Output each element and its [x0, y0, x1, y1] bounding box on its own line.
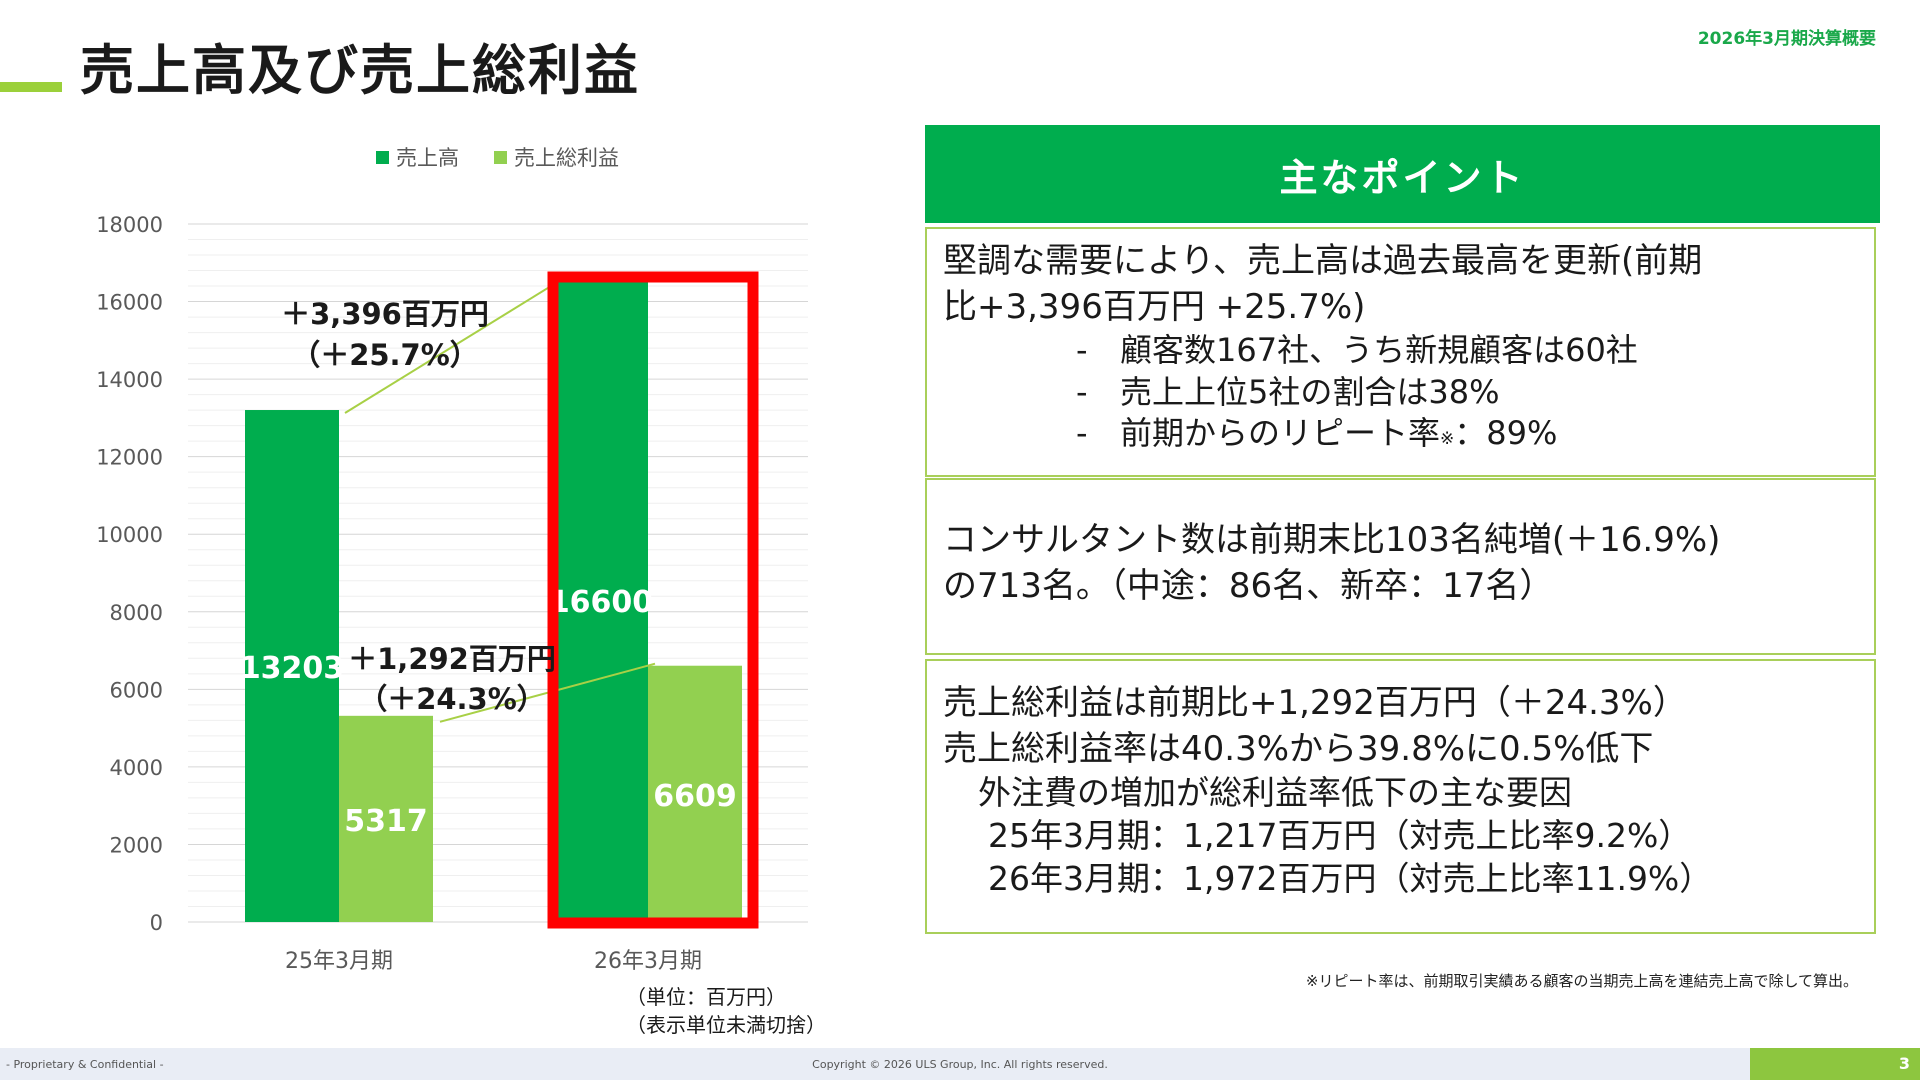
point-text: 売上総利益は前期比+1,292百万円（＋24.3%） [943, 683, 1687, 723]
data-label: 6609 [653, 779, 737, 814]
growth-annotation: （＋24.3%） [358, 682, 546, 716]
y-tick-label: 6000 [110, 678, 163, 702]
bullet-dash: - [1076, 414, 1088, 453]
title-accent-bar [0, 82, 62, 92]
bar-sales [245, 410, 339, 922]
point-subtext: 外注費の増加が総利益率低下の主な要因 [978, 773, 1572, 813]
document-label: 2026年3月期決算概要 [1697, 29, 1876, 49]
x-tick-label: 26年3月期 [594, 949, 702, 974]
note-mark: ※ [1440, 429, 1455, 450]
point-text: の713名。（中途：86名、新卒：17名） [943, 565, 1554, 606]
points-header: 主なポイント [925, 125, 1880, 223]
bullet-text-suffix: ：89% [1454, 414, 1558, 453]
unit-note: （表示単位未満切捨） [626, 1013, 826, 1037]
point-box-sales: 堅調な需要により、売上高は過去最高を更新(前期 比+3,396百万円 +25.7… [925, 227, 1876, 477]
x-tick-label: 25年3月期 [285, 949, 393, 974]
growth-annotation: ＋1,292百万円 [348, 642, 556, 676]
page-title: 売上高及び売上総利益 [80, 39, 640, 102]
point-text: コンサルタント数は前期末比103名純増(＋16.9%) [943, 520, 1721, 560]
bullet-text-main: 前期からのリピート率 [1120, 414, 1441, 453]
point-text: 堅調な需要により、売上高は過去最高を更新(前期 [943, 241, 1703, 281]
bullet-item: - 顧客数167社、うち新規顧客は60社 [943, 330, 1858, 372]
point-box-gross-profit: 売上総利益は前期比+1,292百万円（＋24.3%） 売上総利益率は40.3%か… [925, 659, 1876, 934]
y-tick-label: 16000 [96, 291, 163, 315]
y-tick-label: 12000 [96, 446, 163, 470]
footer-copyright: Copyright © 2026 ULS Group, Inc. All rig… [812, 1058, 1108, 1071]
sales-chart: 0 2000 4000 6000 8000 10000 12000 14000 16000 180… [96, 146, 826, 1037]
point-text: 売上総利益率は40.3%から39.8%に0.5%低下 [943, 728, 1654, 769]
bullet-item: - 売上上位5社の割合は38% [943, 372, 1858, 414]
data-label: 16600 [549, 585, 653, 620]
legend-swatch [376, 151, 389, 164]
point-text: 比+3,396百万円 +25.7%) [943, 286, 1366, 327]
footnote: ※リピート率は、前期取引実績ある顧客の当期売上高を連結売上高で除して算出。 [1305, 972, 1858, 990]
bar-gross-profit [339, 715, 433, 922]
y-tick-label: 0 [150, 911, 163, 935]
growth-annotation: （＋25.7%） [291, 338, 479, 372]
y-tick-label: 10000 [96, 523, 163, 547]
point-subtext: 26年3月期：1,972百万円（対売上比率11.9%） [988, 858, 1713, 898]
footer-bar [0, 1048, 1920, 1080]
data-label: 13203 [240, 651, 344, 686]
footer-confidential: - Proprietary & Confidential - [6, 1058, 164, 1071]
point-box-consultants: コンサルタント数は前期末比103名純増(＋16.9%) の713名。（中途：86… [925, 478, 1876, 655]
bullet-text: 顧客数167社、うち新規顧客は60社 [1120, 331, 1638, 370]
legend-label: 売上総利益 [514, 146, 619, 170]
unit-note: （単位：百万円） [626, 985, 786, 1009]
legend-label: 売上高 [396, 146, 459, 170]
y-tick-label: 18000 [96, 213, 163, 237]
y-tick-label: 2000 [110, 833, 163, 857]
legend-swatch [494, 151, 507, 164]
y-tick-label: 14000 [96, 368, 163, 392]
bar-sales [554, 278, 648, 922]
growth-annotation: ＋3,396百万円 [281, 297, 489, 331]
bullet-dash: - [1076, 331, 1088, 370]
point-subtext: 25年3月期：1,217百万円（対売上比率9.2%） [988, 815, 1692, 855]
bullet-dash: - [1076, 372, 1088, 411]
highlight-box [547, 271, 759, 929]
bullet-item: - 前期からのリピート率※：89% [943, 413, 1858, 455]
bullet-text: 前期からのリピート率※：89% [1120, 413, 1557, 455]
bullet-text: 売上上位5社の割合は38% [1120, 372, 1500, 411]
y-tick-label: 8000 [110, 601, 163, 625]
bar-gross-profit [648, 665, 742, 922]
y-tick-label: 4000 [110, 756, 163, 780]
growth-line-sales [344, 273, 571, 414]
data-label: 5317 [344, 804, 428, 839]
page-number: 3 [1750, 1048, 1920, 1080]
